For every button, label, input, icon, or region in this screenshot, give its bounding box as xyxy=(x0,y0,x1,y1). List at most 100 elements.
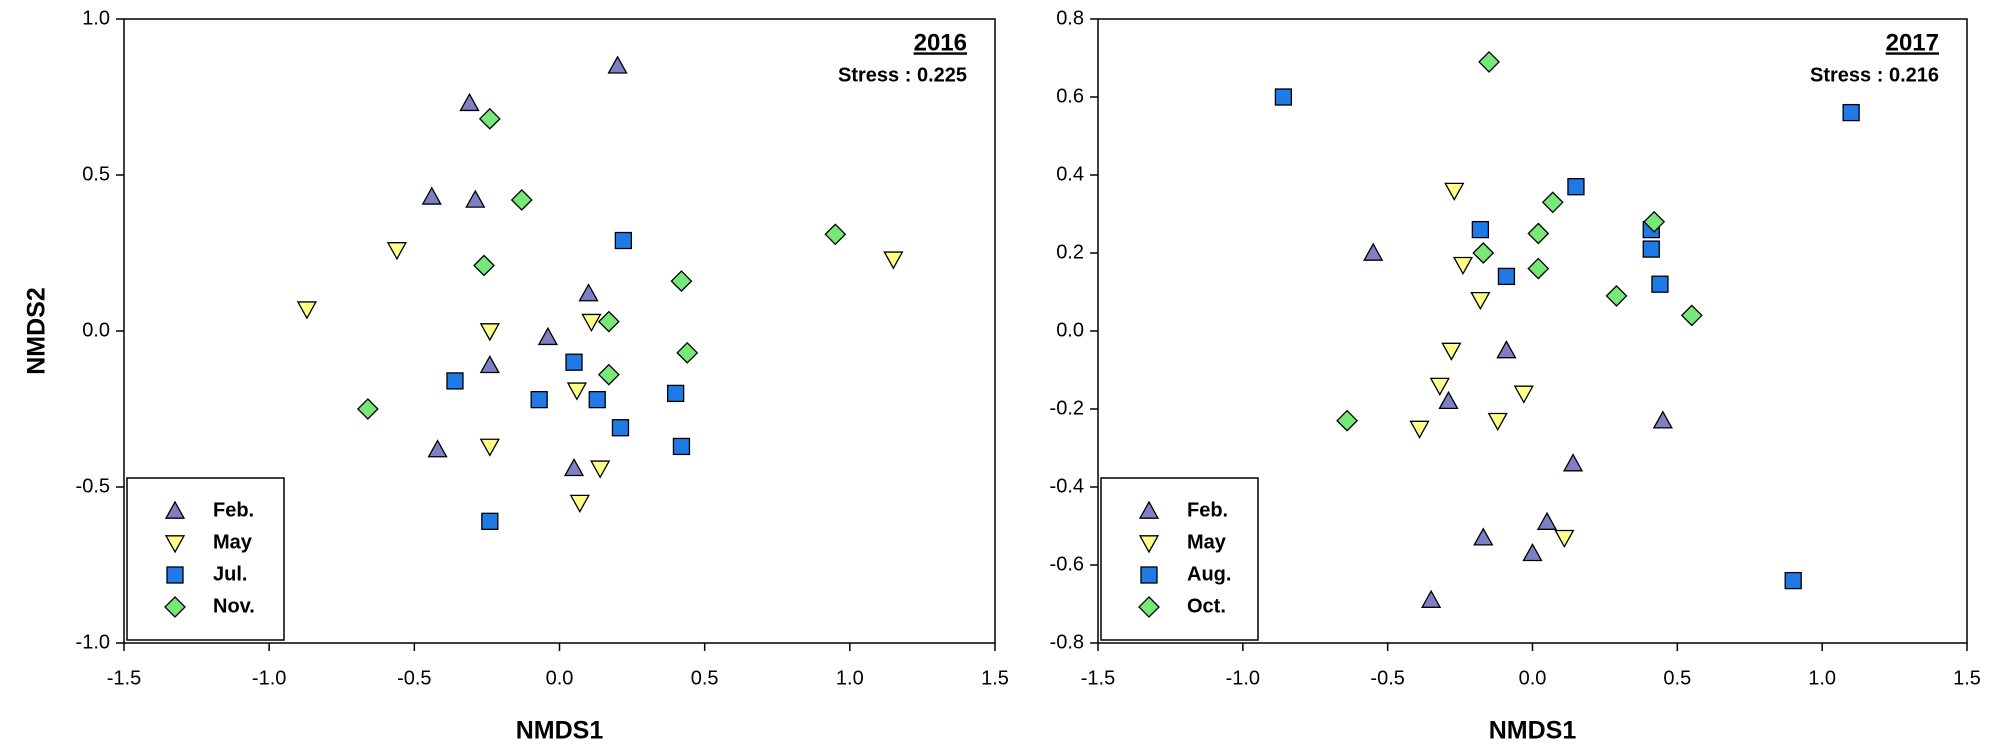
x-tick-label: -1.5 xyxy=(107,667,141,689)
legend-label: Oct. xyxy=(1187,595,1226,617)
marker xyxy=(1473,527,1494,546)
y-axis-label: NMDS2 xyxy=(23,287,51,375)
marker xyxy=(597,363,620,386)
legend-marker xyxy=(1138,500,1160,519)
marker xyxy=(670,270,693,292)
marker xyxy=(1444,182,1465,201)
marker xyxy=(1441,342,1462,361)
y-tick-label: -0.6 xyxy=(1050,553,1084,575)
marker xyxy=(1680,304,1703,327)
marker xyxy=(459,92,480,112)
legend-label: Feb. xyxy=(213,499,254,521)
marker xyxy=(607,55,628,74)
marker xyxy=(479,438,500,457)
legend-label: Nov. xyxy=(213,595,255,617)
marker xyxy=(465,189,486,208)
y-tick-label: 0.2 xyxy=(1056,241,1084,263)
x-tick-label: -1.0 xyxy=(252,667,286,689)
marker xyxy=(883,251,904,270)
marker xyxy=(1651,275,1669,293)
legend-marker xyxy=(1138,535,1160,554)
marker xyxy=(479,354,500,374)
marker xyxy=(1652,410,1673,429)
x-tick-label: 1.0 xyxy=(1808,667,1836,689)
marker xyxy=(1554,529,1575,549)
x-tick-label: -0.5 xyxy=(397,667,431,689)
marker xyxy=(421,186,442,205)
marker xyxy=(588,390,606,409)
y-tick-label: 0.0 xyxy=(82,319,110,341)
marker xyxy=(1562,453,1584,472)
marker xyxy=(1605,284,1628,307)
marker xyxy=(481,512,499,530)
y-tick-label: 1.0 xyxy=(82,7,110,29)
legend-label: Jul. xyxy=(213,563,247,585)
marker xyxy=(1536,511,1558,530)
marker xyxy=(666,384,685,403)
marker xyxy=(578,283,599,302)
y-tick-label: -0.8 xyxy=(1050,631,1084,653)
legend-label: May xyxy=(1187,531,1227,553)
marker xyxy=(672,437,691,456)
x-tick-label: 1.0 xyxy=(836,667,864,689)
x-axis-label: NMDS1 xyxy=(516,717,604,745)
y-tick-label: -0.4 xyxy=(1050,475,1084,497)
y-tick-label: 0.0 xyxy=(1056,319,1084,341)
legend-label: Feb. xyxy=(1187,499,1228,521)
y-tick-label: 0.6 xyxy=(1056,85,1084,107)
marker xyxy=(1478,50,1500,73)
marker xyxy=(1363,242,1384,261)
marker xyxy=(1496,340,1517,359)
marker xyxy=(427,439,448,458)
legend-frame xyxy=(1100,477,1259,641)
x-tick-label: 1.5 xyxy=(1953,667,1981,689)
y-tick-label: -0.5 xyxy=(76,475,110,497)
legend-marker xyxy=(1140,566,1158,584)
marker xyxy=(1274,88,1293,106)
marker xyxy=(1409,420,1430,439)
legend-label: Aug. xyxy=(1187,563,1231,585)
marker xyxy=(566,382,588,401)
y-tick-label: 0.8 xyxy=(1056,7,1084,29)
marker xyxy=(1470,291,1491,311)
marker xyxy=(1527,257,1550,280)
x-tick-label: 0.5 xyxy=(1663,667,1691,689)
marker xyxy=(473,254,495,277)
y-tick-label: 0.5 xyxy=(82,163,110,185)
y-tick-label: -0.2 xyxy=(1050,397,1084,419)
marker xyxy=(1527,222,1550,245)
legend-label: May xyxy=(213,531,253,553)
marker xyxy=(1522,542,1543,562)
marker xyxy=(386,242,408,261)
marker xyxy=(1452,256,1474,276)
marker xyxy=(1642,240,1660,258)
marker xyxy=(824,223,847,246)
legend-marker xyxy=(164,596,186,618)
marker xyxy=(510,189,533,211)
marker xyxy=(1497,267,1516,286)
marker xyxy=(1567,178,1585,196)
marker xyxy=(1429,377,1450,396)
marker xyxy=(590,460,611,479)
x-tick-label: 1.5 xyxy=(981,667,1009,689)
legend-marker xyxy=(1138,596,1160,618)
marker xyxy=(597,310,620,333)
legend-frame xyxy=(126,477,285,641)
marker xyxy=(530,390,548,409)
marker xyxy=(1513,385,1534,404)
marker xyxy=(1784,571,1802,590)
marker xyxy=(537,326,558,346)
marker xyxy=(676,341,699,364)
marker xyxy=(356,398,379,420)
marker xyxy=(1336,409,1359,432)
marker xyxy=(296,301,318,320)
marker xyxy=(1471,220,1490,239)
marker xyxy=(1472,242,1495,264)
marker xyxy=(1438,390,1459,410)
x-tick-label: -1.5 xyxy=(1081,667,1115,689)
legend-marker xyxy=(166,566,184,584)
annotation: Stress : 0.216 xyxy=(1810,64,1939,86)
marker xyxy=(1487,412,1508,432)
y-tick-label: -1.0 xyxy=(76,631,110,653)
